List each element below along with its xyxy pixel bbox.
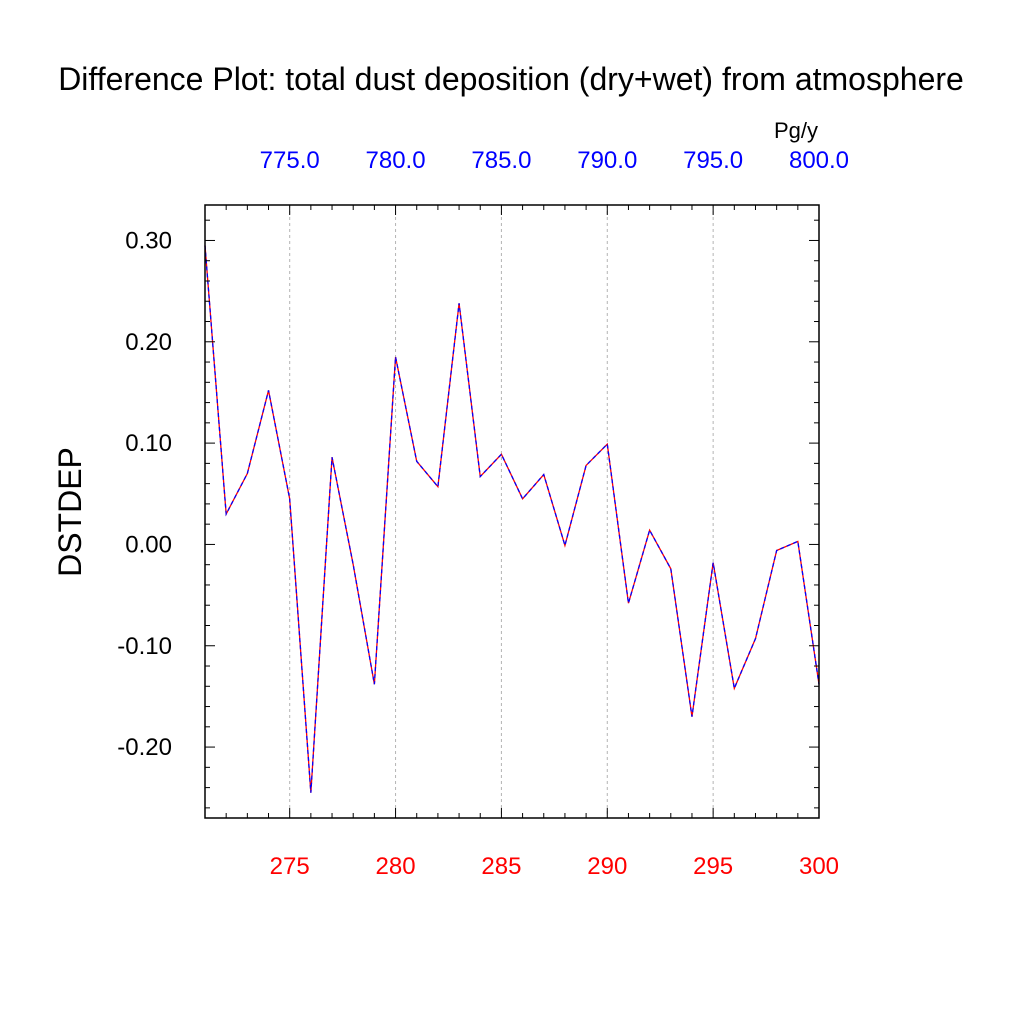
y-tick-label: -0.10 [117,633,172,660]
x-tick-label: 295 [693,853,733,880]
chart-title: Difference Plot: total dust deposition (… [58,61,964,97]
top-tick-label: 790.0 [577,147,637,174]
series-line [204,245,820,793]
tick-labels: 275 280 285 290 295 300 775.0 780.0 785.0 790.0 79… [117,147,849,880]
y-tick-label: 0.00 [125,531,172,558]
vertical-grid-lines [289,205,714,818]
plot-frame [204,204,820,819]
top-tick-label: 775.0 [260,147,320,174]
top-tick-label: 795.0 [683,147,743,174]
axis-ticks [204,205,820,818]
top-tick-label: 780.0 [366,147,426,174]
y-axis-label: DSTDEP [52,447,88,577]
y-tick-label: -0.20 [117,734,172,761]
top-tick-label: 800.0 [789,147,849,174]
x-tick-label: 275 [270,853,310,880]
plot-border [204,204,820,819]
data-series [204,245,820,793]
x-tick-label: 290 [587,853,627,880]
top-tick-label: 785.0 [471,147,531,174]
y-tick-label: 0.10 [125,430,172,457]
series-line-dashed [204,245,820,793]
x-tick-label: 300 [799,853,839,880]
x-tick-label: 280 [376,853,416,880]
y-tick-label: 0.30 [125,227,172,254]
x-tick-label: 285 [481,853,521,880]
top-axis-units-label: Pg/y [774,118,818,143]
y-tick-label: 0.20 [125,329,172,356]
